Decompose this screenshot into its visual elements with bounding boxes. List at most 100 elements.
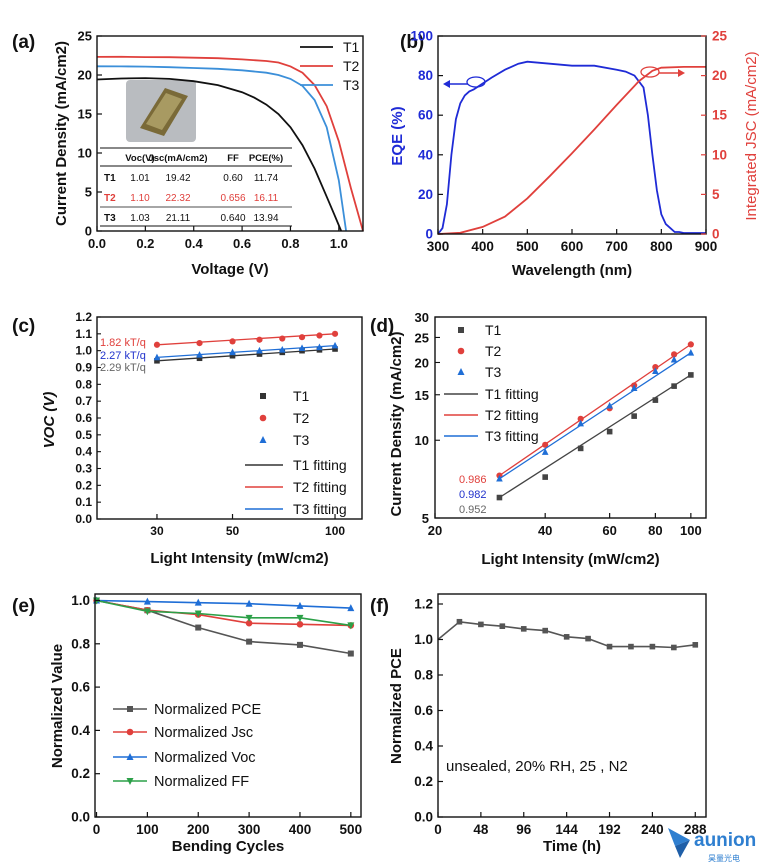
y-tick-label: 0.5 <box>75 428 92 442</box>
y-tick-label: 15 <box>712 108 728 123</box>
y-tick-label: 0.2 <box>414 774 433 789</box>
slope-annotation: 1.82 kT/q <box>100 337 146 349</box>
y-tick-label: 5 <box>712 187 720 202</box>
data-point-T1 <box>196 355 203 362</box>
legend-entry: Normalized PCE <box>154 702 261 718</box>
x-tick-label: 100 <box>680 523 702 538</box>
table-cell: 0.60 <box>223 173 243 184</box>
x-axis-label: Voltage (V) <box>191 261 268 278</box>
series-line-1 <box>96 599 351 627</box>
y-axis-label-right: Integrated JSC (mA/cm2) <box>743 51 760 220</box>
legend-entry: T3 <box>293 432 310 448</box>
data-point <box>195 624 202 631</box>
y-tick-label: 20 <box>712 68 727 83</box>
legend-entry: T1 <box>293 388 310 404</box>
data-point <box>563 634 570 640</box>
table-cell: 16.11 <box>254 193 279 204</box>
x-tick-label: 96 <box>516 822 532 837</box>
data-point-T2 <box>229 338 236 345</box>
table-cell: 11.74 <box>254 173 279 184</box>
y-tick-label: 0.6 <box>414 703 433 718</box>
y-tick-label: 0.2 <box>75 478 92 492</box>
data-point-T2 <box>577 415 584 422</box>
y-tick-label: 10 <box>712 147 727 162</box>
y-axis-label: VOC (V) <box>41 392 58 449</box>
x-tick-label: 0.6 <box>233 236 251 251</box>
data-point-T3 <box>331 341 339 349</box>
plot-frame-d <box>434 316 707 519</box>
data-point-T1 <box>542 474 548 480</box>
y-tick-label: 0.4 <box>414 739 433 754</box>
x-tick-label: 700 <box>605 239 628 254</box>
y-axis-label: Normalized Value <box>49 644 66 768</box>
x-tick-label: 50 <box>226 524 240 538</box>
y-tick-label: 30 <box>415 310 429 325</box>
data-point-T1 <box>154 357 160 364</box>
data-point-T3 <box>316 343 323 351</box>
x-axis-label: Time (h) <box>543 838 601 855</box>
table-cell: 0.640 <box>220 213 245 224</box>
data-point <box>194 610 202 618</box>
y-tick-label: 0.0 <box>414 810 433 825</box>
data-point <box>245 619 253 627</box>
x-tick-label: 800 <box>650 239 673 254</box>
x-tick-label: 0 <box>434 822 442 837</box>
y-tick-label: 0 <box>712 227 720 242</box>
data-point <box>628 643 634 650</box>
slope-annotation: 0.982 <box>459 489 487 501</box>
legend-marker <box>259 436 267 443</box>
data-point-T1 <box>229 352 236 359</box>
data-point-T3 <box>229 348 236 356</box>
x-tick-label: 0.4 <box>185 236 204 251</box>
data-point-T2 <box>196 339 203 347</box>
legend-entry: T2 <box>343 58 360 74</box>
table-cell: 1.10 <box>130 193 150 204</box>
series-line-3 <box>96 599 351 627</box>
legend-entry: T1 <box>343 39 360 55</box>
legend-entry: Normalized Jsc <box>154 725 253 741</box>
x-tick-label: 900 <box>695 239 718 254</box>
data-point-T1 <box>256 351 263 357</box>
y-tick-label: 20 <box>415 355 429 370</box>
data-point-T3 <box>606 401 613 409</box>
x-tick-label: 60 <box>602 523 616 538</box>
table-row-label: T1 <box>104 173 116 184</box>
data-point-T3 <box>496 474 503 482</box>
y-tick-label: 1.1 <box>75 327 92 341</box>
legend-marker <box>457 347 465 355</box>
x-axis-label: Light Intensity (mW/cm2) <box>150 550 328 567</box>
x-tick-label: 300 <box>238 822 261 837</box>
table-header: Voc(V) <box>125 153 154 164</box>
data-point <box>649 643 656 650</box>
legend-marker <box>126 778 134 785</box>
jsc-axis-marker <box>640 66 660 78</box>
table-row-label: T3 <box>104 213 116 224</box>
table-cell: 22.32 <box>165 193 190 204</box>
data-point-T2 <box>670 351 678 358</box>
plot-frame-e <box>94 593 362 818</box>
legend-marker <box>126 728 134 736</box>
y-tick-label: 0.8 <box>414 668 433 683</box>
legend-entry: T3 fitting <box>485 428 539 444</box>
x-tick-label: 400 <box>289 822 312 837</box>
x-tick-label: 20 <box>428 523 442 538</box>
data-point-T1 <box>496 494 503 501</box>
data-point-T3 <box>541 448 549 455</box>
y-axis-label: Current Density (mA/cm2) <box>53 41 70 226</box>
data-point <box>347 604 355 612</box>
table-cell: 1.03 <box>130 213 150 224</box>
legend-entry: T2 <box>485 343 502 359</box>
table-cell: 1.01 <box>130 173 150 184</box>
y-tick-label: 1.2 <box>414 597 433 612</box>
legend-entry: T3 <box>343 77 360 93</box>
y-tick-label: 0.7 <box>75 394 92 408</box>
x-tick-label: 48 <box>473 822 489 837</box>
data-point <box>585 635 591 642</box>
y-tick-label: 25 <box>78 29 92 44</box>
data-point-T1 <box>577 445 584 452</box>
x-axis-label: Wavelength (nm) <box>512 262 632 279</box>
y-tick-label: 0.3 <box>75 462 92 476</box>
data-point-T3 <box>687 349 695 356</box>
data-point-T2 <box>298 334 306 341</box>
